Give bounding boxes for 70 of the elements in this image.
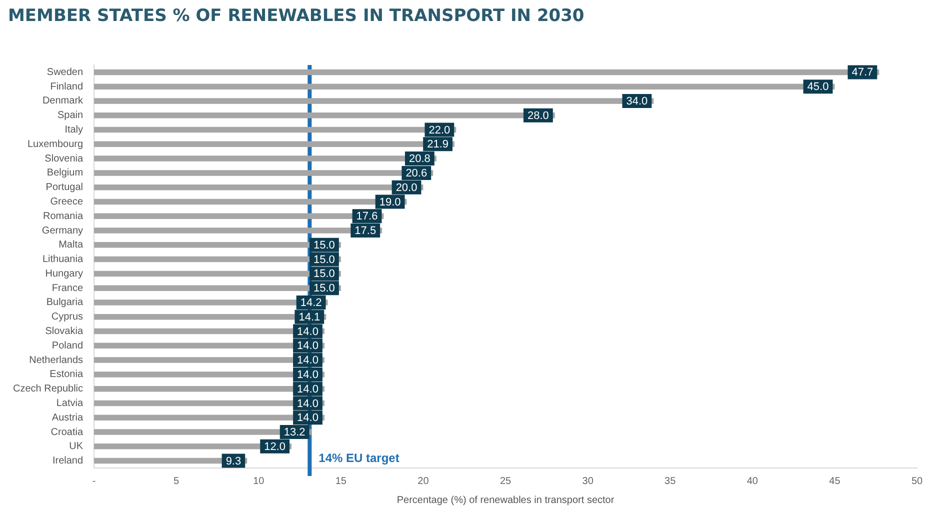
data-label: 13.2 [284,426,306,439]
y-tick-label: Slovenia [44,153,84,164]
y-tick-label: Croatia [50,426,84,438]
x-axis-title: Percentage (%) of renewables in transport sector [396,494,615,506]
data-label: 20.8 [408,153,430,166]
data-label: 21.9 [427,138,448,151]
data-label: 14.0 [297,368,318,381]
data-label: 14.0 [297,412,318,424]
y-tick-label: Lithuania [42,254,84,266]
x-tick-label: 35 [664,476,676,487]
y-tick-label: Greece [50,196,84,208]
x-tick-label: 50 [911,476,923,487]
data-label: 22.0 [428,124,450,136]
y-tick-label: Germany [42,225,84,236]
x-tick-label: 10 [253,476,265,487]
y-tick-label: Denmark [42,96,84,107]
data-label: 14.0 [297,326,318,338]
y-tick-label: Estonia [50,369,84,380]
x-tick-label: 25 [500,476,512,487]
data-label: 20.6 [406,167,428,180]
y-tick-label: Poland [52,340,84,352]
data-label: 9.3 [226,455,242,468]
y-tick-label: UK [69,441,84,452]
y-tick-label: Belgium [46,168,84,179]
y-tick-label: Latvia [56,398,84,409]
data-label: 14.0 [297,354,318,367]
y-tick-label: Slovakia [45,326,84,338]
data-label: 17.6 [356,210,378,223]
data-label: 45.0 [807,81,829,94]
x-tick-label: 20 [418,476,430,487]
y-tick-label: Bulgaria [46,297,84,308]
data-label: 14.2 [300,297,322,310]
x-tick-label: 15 [335,476,347,487]
x-tick-label: - [92,476,96,487]
data-label: 14.0 [297,398,318,410]
y-tick-label: Romania [43,210,84,222]
y-tick-label: Czech Republic [12,384,84,395]
y-tick-label: Sweden [46,66,84,78]
data-label: 14.1 [298,311,320,324]
data-label: 34.0 [626,96,648,108]
y-tick-label: France [52,282,84,294]
x-tick-label: 45 [829,476,841,487]
y-tick-label: Cyprus [51,312,84,323]
y-tick-label: Finland [50,81,84,92]
data-label: 15.0 [314,282,335,295]
data-label: 14.0 [297,340,318,352]
data-label: 17.5 [354,225,376,238]
y-tick-label: Malta [58,240,84,251]
data-label: 12.0 [264,440,286,453]
y-tick-label: Luxembourg [27,138,84,150]
data-label: 20.0 [396,182,418,194]
data-label: 15.0 [314,254,335,266]
y-tick-label: Austria [52,412,84,424]
data-label: 14.0 [297,383,318,396]
y-tick-label: Portugal [46,182,84,194]
data-label: 15.0 [314,239,335,252]
y-tick-label: Italy [64,124,84,136]
data-label: 47.7 [852,66,874,79]
data-label: 19.0 [379,196,401,208]
x-tick-label: 40 [746,476,758,487]
x-tick-label: 30 [582,476,594,487]
ref-line-label: 14% EU target [318,451,400,465]
x-tick-label: 5 [174,476,180,487]
data-label: 28.0 [527,110,549,122]
y-tick-label: Hungary [45,268,84,280]
y-tick-label: Netherlands [29,354,84,366]
y-tick-label: Spain [57,110,84,122]
chart-title: MEMBER STATES % OF RENEWABLES IN TRANSPORT IN 2030 [8,6,584,26]
data-label: 15.0 [314,268,335,280]
y-tick-label: Ireland [52,456,84,467]
